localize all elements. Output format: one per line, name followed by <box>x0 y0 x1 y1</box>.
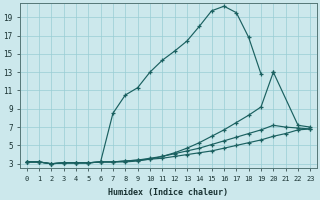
X-axis label: Humidex (Indice chaleur): Humidex (Indice chaleur) <box>108 188 228 197</box>
